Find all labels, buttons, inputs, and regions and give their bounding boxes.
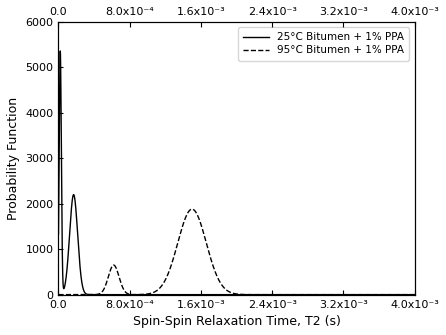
95°C Bitumen + 1% PPA (56, 293, 61, 297)
95°C Bitumen + 1% PPA (74, 293, 79, 297)
25°C Bitumen + 1% PPA (226, 293, 231, 297)
95°C Bitumen + 1% PPA (267, 293, 272, 297)
Legend: 25°C Bitumen + 1% PPA, 95°C Bitumen + 1% PPA: 25°C Bitumen + 1% PPA, 95°C Bitumen + 1%… (238, 27, 409, 61)
25°C Bitumen + 1% PPA (185, 293, 190, 297)
Line: 25°C Bitumen + 1% PPA: 25°C Bitumen + 1% PPA (58, 51, 415, 295)
25°C Bitumen + 1% PPA (74, 214, 79, 218)
25°C Bitumen + 1% PPA (282, 293, 288, 297)
95°C Bitumen + 1% PPA (320, 293, 325, 297)
25°C Bitumen + 1% PPA (56, 232, 61, 236)
25°C Bitumen + 1% PPA (58, 49, 63, 53)
25°C Bitumen + 1% PPA (267, 293, 272, 297)
X-axis label: Spin-Spin Relaxation Time, T2 (s): Spin-Spin Relaxation Time, T2 (s) (132, 315, 340, 328)
95°C Bitumen + 1% PPA (190, 207, 195, 211)
Line: 95°C Bitumen + 1% PPA: 95°C Bitumen + 1% PPA (58, 209, 415, 295)
Y-axis label: Probability Function: Probability Function (7, 97, 20, 220)
95°C Bitumen + 1% PPA (339, 293, 344, 297)
25°C Bitumen + 1% PPA (412, 293, 417, 297)
25°C Bitumen + 1% PPA (320, 293, 325, 297)
95°C Bitumen + 1% PPA (185, 211, 190, 215)
95°C Bitumen + 1% PPA (412, 293, 417, 297)
95°C Bitumen + 1% PPA (282, 293, 288, 297)
25°C Bitumen + 1% PPA (339, 293, 344, 297)
